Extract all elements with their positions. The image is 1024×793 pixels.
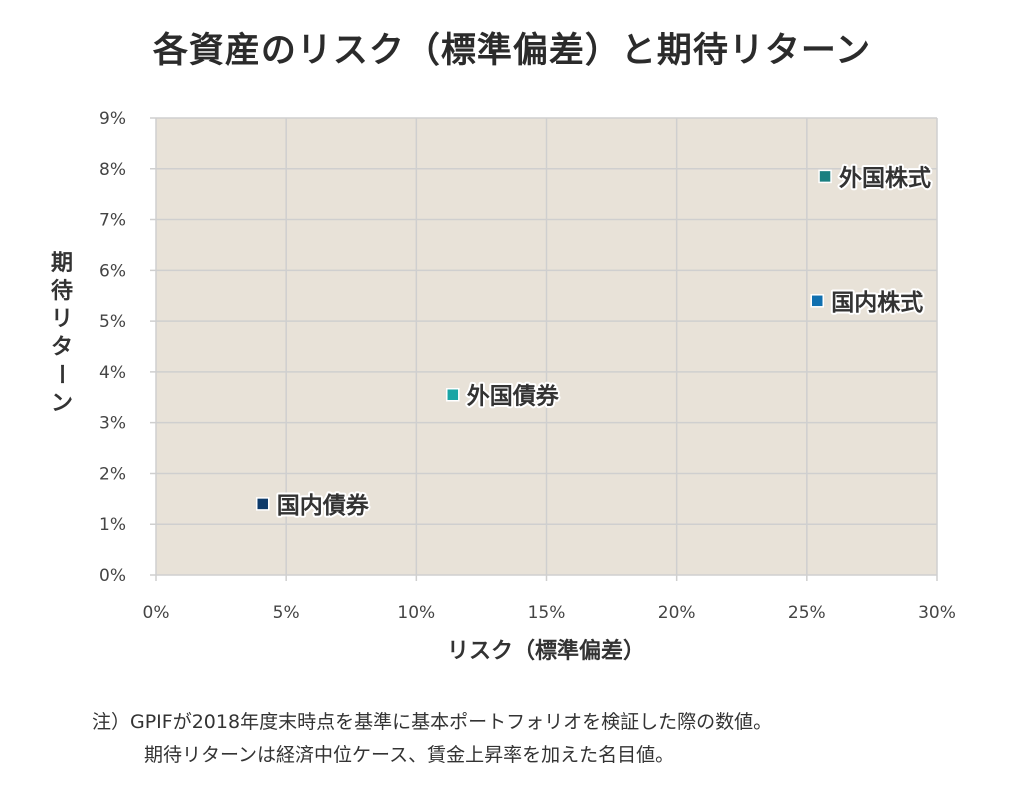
y-tick-label: 2% <box>99 464 126 484</box>
data-point <box>810 294 824 308</box>
y-axis-label: 期待リターン <box>48 251 73 416</box>
data-point-label: 国内債券 <box>277 492 370 519</box>
x-tick-label: 20% <box>658 603 696 623</box>
y-tick-label: 5% <box>99 312 126 332</box>
data-point-label: 外国株式 <box>839 164 931 191</box>
scatter-chart: 0% 5% 10% 15% 20% 25% 30% 0% 1% 2% 3% 4% 5% 6% 7% 8% 9%… <box>48 109 956 664</box>
chart-title: 各資産のリスク（標準偏差）と期待リターン <box>152 31 872 71</box>
x-tick-label: 0% <box>143 603 170 623</box>
footnote: 注）GPIFが2018年度末時点を基準に基本ポートフォリオを検証した際の数値。 … <box>92 706 772 772</box>
x-tick-label: 15% <box>528 603 566 623</box>
data-points: 国内債券 外国債券 国内株式 外国株式 <box>255 162 933 521</box>
data-point-label: 外国債券 <box>467 383 560 410</box>
y-tick-label: 3% <box>99 414 126 434</box>
x-axis-label: リスク（標準偏差） <box>447 638 645 664</box>
y-tick-label: 6% <box>99 261 126 281</box>
y-axis-label-char: ー <box>48 363 73 385</box>
x-tick-label: 10% <box>397 603 435 623</box>
y-axis-label-char: 待 <box>51 278 73 304</box>
data-point-label: 国内株式 <box>831 290 923 316</box>
data-point <box>818 169 832 184</box>
y-tick-label: 8% <box>99 160 126 180</box>
y-axis-label-char: 期 <box>51 251 73 276</box>
footnote-line-1: 注）GPIFが2018年度末時点を基準に基本ポートフォリオを検証した際の数値。 <box>92 711 773 733</box>
x-tick-label: 25% <box>788 603 826 623</box>
x-tick-label: 5% <box>273 603 300 623</box>
footnote-line-2: 期待リターンは経済中位ケース、賃金上昇率を加えた名目値。 <box>144 744 675 766</box>
grid-lines <box>150 117 938 581</box>
y-tick-label: 4% <box>99 363 126 383</box>
y-tick-label: 0% <box>99 566 126 586</box>
y-tick-label: 9% <box>99 109 126 129</box>
x-tick-label: 30% <box>918 603 956 623</box>
data-point <box>446 387 460 402</box>
y-axis-label-char: タ <box>51 335 73 360</box>
y-tick-label: 1% <box>99 515 126 535</box>
y-tick-label: 7% <box>99 211 126 231</box>
y-axis-label-char: ン <box>51 391 73 416</box>
x-axis-ticks: 0% 5% 10% 15% 20% 25% 30% <box>143 603 956 623</box>
y-axis-ticks: 0% 1% 2% 3% 4% 5% 6% 7% 8% 9% <box>99 109 126 586</box>
y-axis-label-char: リ <box>51 307 73 332</box>
data-point <box>255 497 270 511</box>
